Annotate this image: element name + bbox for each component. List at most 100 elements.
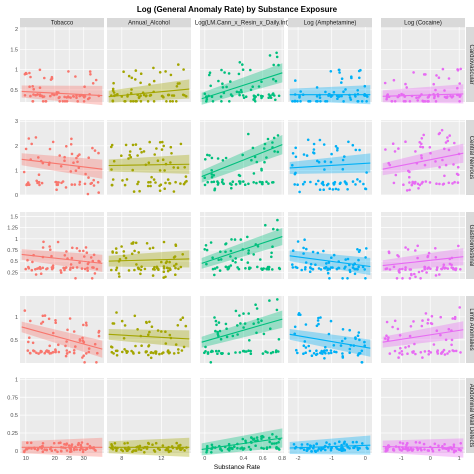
data-point xyxy=(446,267,450,270)
facet-label-row: Abdominal Wall Defects xyxy=(468,384,474,447)
y-tick-label: 0.75 xyxy=(7,395,18,401)
data-point xyxy=(152,79,156,83)
data-point xyxy=(23,94,27,97)
data-point xyxy=(205,248,209,252)
data-point xyxy=(344,88,347,91)
data-point xyxy=(209,84,212,88)
data-point xyxy=(148,320,151,324)
facet-strip-column xyxy=(20,18,104,27)
data-point xyxy=(293,100,297,103)
data-point xyxy=(154,441,158,445)
data-point xyxy=(50,77,54,80)
data-point xyxy=(252,172,256,175)
data-point xyxy=(75,156,78,160)
data-point xyxy=(48,344,51,348)
data-point xyxy=(112,81,115,85)
data-point xyxy=(397,270,401,273)
data-point xyxy=(137,180,140,184)
data-point xyxy=(72,351,76,355)
data-point xyxy=(356,446,359,450)
data-point xyxy=(67,444,71,447)
data-point xyxy=(392,265,396,269)
data-point xyxy=(447,327,451,331)
data-point xyxy=(446,139,450,143)
data-point xyxy=(268,440,272,444)
data-point xyxy=(260,319,263,323)
data-point xyxy=(83,182,87,186)
data-point xyxy=(441,183,445,186)
data-point xyxy=(306,443,309,446)
data-point xyxy=(302,246,305,250)
data-point xyxy=(341,277,344,280)
data-point xyxy=(427,349,431,353)
data-point xyxy=(26,441,29,445)
data-point xyxy=(338,440,341,444)
data-point xyxy=(404,266,407,269)
data-point xyxy=(410,183,414,187)
regression-line xyxy=(382,93,464,97)
data-point xyxy=(459,67,463,71)
data-point xyxy=(36,448,39,452)
data-point xyxy=(324,90,327,94)
data-point xyxy=(215,323,218,327)
data-point xyxy=(176,166,180,169)
data-point xyxy=(127,74,131,78)
data-point xyxy=(37,352,40,355)
data-point xyxy=(278,267,282,271)
x-tick-label: -1 xyxy=(399,456,404,462)
data-point xyxy=(49,94,52,98)
data-point xyxy=(65,352,69,355)
data-point xyxy=(43,351,46,355)
data-point xyxy=(210,451,213,454)
data-point xyxy=(254,303,257,307)
data-point xyxy=(239,238,243,241)
data-point xyxy=(177,348,180,351)
data-point xyxy=(174,180,177,184)
data-point xyxy=(416,256,419,260)
data-point xyxy=(133,249,136,253)
data-point xyxy=(166,178,170,181)
data-point xyxy=(392,78,396,82)
data-point xyxy=(396,327,400,331)
facet-strip-column xyxy=(107,18,191,27)
data-point xyxy=(434,255,438,259)
panel-background xyxy=(288,378,372,453)
data-point xyxy=(92,178,95,182)
data-point xyxy=(74,277,77,280)
regression-line xyxy=(201,437,283,450)
data-point xyxy=(447,181,451,185)
x-tick-label: 20 xyxy=(52,456,58,462)
data-point xyxy=(319,448,323,452)
data-point xyxy=(216,157,220,160)
data-point xyxy=(32,87,35,91)
data-point xyxy=(247,252,250,255)
data-point xyxy=(338,95,341,98)
data-point xyxy=(249,349,252,353)
data-point xyxy=(402,100,406,103)
data-point xyxy=(212,180,216,184)
data-point xyxy=(149,184,152,188)
data-point xyxy=(404,246,407,249)
data-point xyxy=(34,136,38,139)
data-point xyxy=(353,272,357,276)
data-point xyxy=(96,181,100,184)
data-point xyxy=(154,181,157,184)
data-point xyxy=(139,268,143,272)
regression-line xyxy=(289,444,371,449)
data-point xyxy=(76,100,79,103)
data-point xyxy=(408,268,412,271)
data-point xyxy=(456,165,460,169)
data-point xyxy=(93,342,97,346)
data-point xyxy=(144,94,148,98)
data-point xyxy=(210,180,213,184)
data-point xyxy=(247,132,250,136)
data-point xyxy=(165,260,169,263)
regression-line xyxy=(21,326,103,350)
data-point xyxy=(254,444,257,448)
y-tick-label: 0.5 xyxy=(10,338,18,344)
data-point xyxy=(23,72,27,76)
data-point xyxy=(310,450,313,453)
data-point xyxy=(448,262,452,266)
data-point xyxy=(217,258,220,262)
